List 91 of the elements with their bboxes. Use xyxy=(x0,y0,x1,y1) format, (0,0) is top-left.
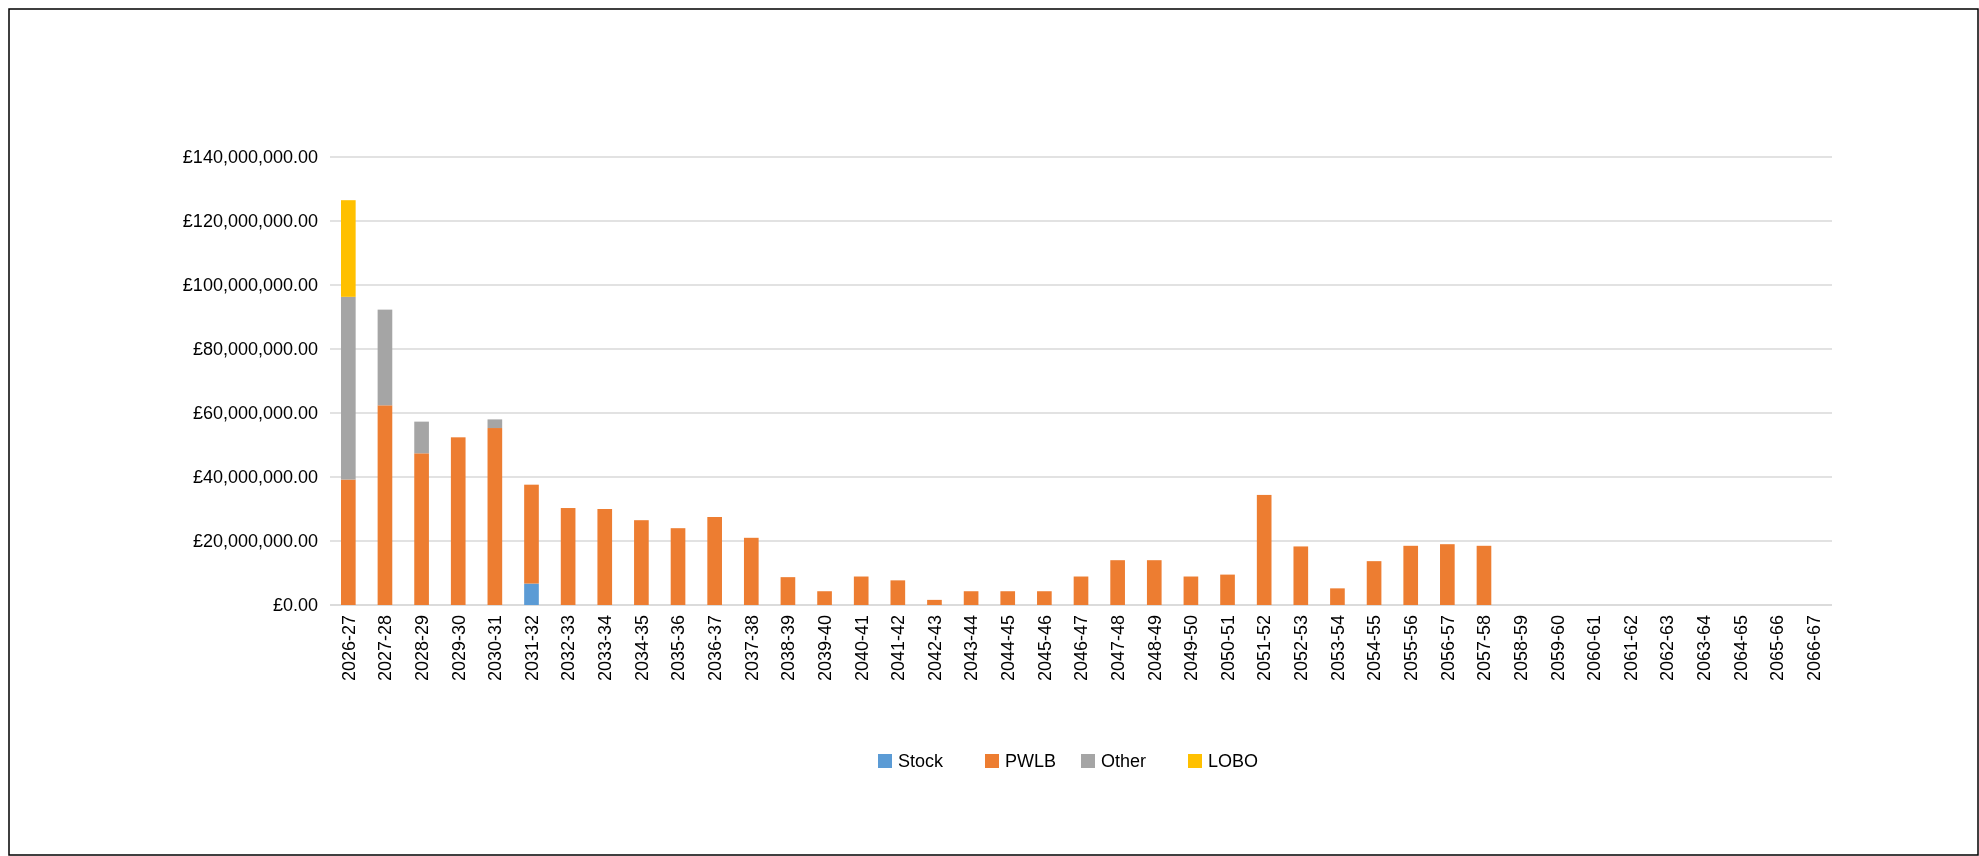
bar xyxy=(340,200,356,297)
x-tick-label: 2048-49 xyxy=(1144,615,1165,682)
bar xyxy=(377,405,393,605)
y-tick-label: £80,000,000.00 xyxy=(192,339,318,360)
x-tick-label: 2060-61 xyxy=(1584,615,1605,682)
y-tick-label: £60,000,000.00 xyxy=(192,403,318,424)
x-tick-label: 2037-38 xyxy=(741,615,762,682)
bar xyxy=(1000,591,1016,605)
x-tick-label: 2057-58 xyxy=(1474,615,1495,682)
legend-label: Other xyxy=(1101,751,1147,772)
y-tick-label: £120,000,000.00 xyxy=(182,211,318,232)
bar xyxy=(1110,560,1125,605)
bar xyxy=(1440,544,1455,605)
x-tick-label: 2045-46 xyxy=(1034,615,1055,682)
y-tick-label: £140,000,000.00 xyxy=(182,147,318,168)
x-tick-label: 2046-47 xyxy=(1071,615,1092,682)
x-tick-label: 2053-54 xyxy=(1327,615,1348,682)
bar xyxy=(927,599,942,605)
x-tick-label: 2040-41 xyxy=(851,615,872,682)
bar xyxy=(524,484,539,584)
x-tick-label: 2039-40 xyxy=(814,615,835,682)
x-tick-label: 2035-36 xyxy=(668,615,689,682)
x-tick-label: 2066-67 xyxy=(1803,615,1824,682)
bar xyxy=(1183,576,1199,605)
x-tick-label: 2055-56 xyxy=(1401,615,1422,682)
x-tick-label: 2028-29 xyxy=(411,615,432,682)
y-tick-label: £100,000,000.00 xyxy=(182,275,318,296)
x-tick-label: 2056-57 xyxy=(1437,615,1458,682)
bar xyxy=(853,576,869,605)
bar xyxy=(414,421,429,454)
bar xyxy=(450,437,466,605)
x-tick-label: 2061-62 xyxy=(1620,615,1641,682)
legend-label: Stock xyxy=(898,751,945,772)
bar xyxy=(1256,494,1272,605)
x-tick-label: 2034-35 xyxy=(631,615,652,682)
bar xyxy=(1293,546,1309,605)
bar xyxy=(817,591,832,605)
y-tick-label: £0.00 xyxy=(272,595,318,616)
x-tick-label: 2063-64 xyxy=(1694,615,1715,682)
x-tick-label: 2064-65 xyxy=(1730,615,1751,682)
x-tick-label: 2038-39 xyxy=(778,615,799,682)
bar xyxy=(377,309,393,406)
x-tick-label: 2044-45 xyxy=(998,615,1019,682)
bar xyxy=(1073,576,1089,605)
bar xyxy=(780,577,796,605)
bar xyxy=(560,508,576,605)
x-tick-label: 2049-50 xyxy=(1181,615,1202,682)
bar xyxy=(1220,574,1235,605)
bar xyxy=(487,419,503,429)
x-tick-label: 2029-30 xyxy=(448,615,469,682)
legend-label: LOBO xyxy=(1208,751,1259,772)
y-tick-label: £40,000,000.00 xyxy=(192,467,318,488)
x-tick-label: 2027-28 xyxy=(375,615,396,682)
bar xyxy=(340,479,356,605)
bar xyxy=(743,537,759,605)
bar xyxy=(414,453,429,605)
bar xyxy=(1037,591,1052,605)
bar xyxy=(1146,560,1162,605)
x-tick-label: 2031-32 xyxy=(521,615,542,682)
x-tick-label: 2047-48 xyxy=(1107,615,1128,682)
bar xyxy=(1476,545,1492,605)
x-tick-label: 2041-42 xyxy=(888,615,909,682)
bar xyxy=(524,583,539,605)
x-tick-label: 2052-53 xyxy=(1291,615,1312,682)
x-tick-label: 2059-60 xyxy=(1547,615,1568,682)
x-tick-label: 2032-33 xyxy=(558,615,579,682)
x-tick-label: 2051-52 xyxy=(1254,615,1275,682)
bar xyxy=(340,296,356,480)
x-tick-label: 2030-31 xyxy=(485,615,506,682)
bar xyxy=(963,591,979,605)
y-tick-label: £20,000,000.00 xyxy=(192,531,318,552)
x-tick-label: 2033-34 xyxy=(595,615,616,682)
x-tick-label: 2054-55 xyxy=(1364,615,1385,682)
x-tick-label: 2042-43 xyxy=(924,615,945,682)
bar xyxy=(670,528,686,605)
x-tick-label: 2026-27 xyxy=(338,615,359,682)
x-tick-label: 2036-37 xyxy=(704,615,725,682)
bar xyxy=(634,520,649,605)
x-tick-label: 2062-63 xyxy=(1657,615,1678,682)
bar xyxy=(487,428,503,605)
bar xyxy=(890,580,906,605)
bar xyxy=(1366,561,1382,605)
x-tick-label: 2058-59 xyxy=(1510,615,1531,682)
bar xyxy=(597,509,613,605)
x-tick-label: 2043-44 xyxy=(961,615,982,682)
bar xyxy=(1330,588,1345,605)
x-tick-label: 2050-51 xyxy=(1217,615,1238,682)
legend-label: PWLB xyxy=(1005,751,1057,772)
bar xyxy=(1403,545,1419,605)
bar xyxy=(707,517,722,605)
x-tick-label: 2065-66 xyxy=(1767,615,1788,682)
